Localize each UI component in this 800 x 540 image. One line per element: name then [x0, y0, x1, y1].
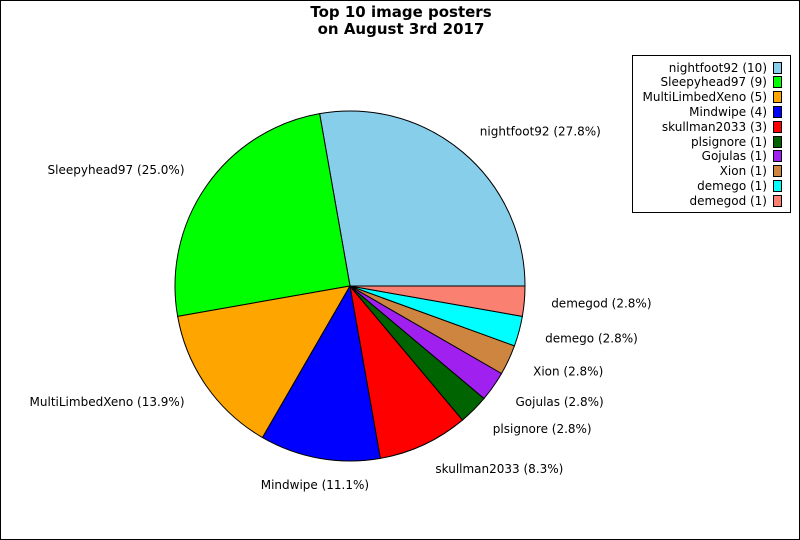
legend-entry-skullman2033: skullman2033 (3) — [662, 119, 782, 134]
slice-label-Sleepyhead97: Sleepyhead97 (25.0%) — [48, 163, 185, 177]
legend-label: MultiLimbedXeno (5) — [642, 90, 767, 105]
legend-entry-demegod: demegod (1) — [690, 193, 782, 208]
legend-entry-Mindwipe: Mindwipe (4) — [689, 104, 782, 119]
legend-label: Gojulas (1) — [701, 149, 767, 164]
legend-swatch — [773, 179, 782, 192]
pie-slice-skullman2033 — [349, 284, 464, 459]
legend-entry-Xion: Xion (1) — [720, 164, 782, 179]
pie-slice-demegod — [349, 285, 526, 317]
pie-slice-Sleepyhead97 — [174, 113, 351, 317]
legend-entry-MultiLimbedXeno: MultiLimbedXeno (5) — [643, 90, 782, 105]
legend-label: nightfoot92 (10) — [668, 60, 767, 75]
legend-swatch — [773, 76, 782, 89]
legend-swatch — [773, 120, 782, 133]
slice-label-Gojulas: Gojulas (2.8%) — [516, 395, 604, 409]
legend-swatch — [773, 61, 782, 74]
chart-title: Top 10 image posters on August 3rd 2017 — [1, 4, 800, 38]
legend-entry-nightfoot92: nightfoot92 (10) — [669, 60, 782, 75]
legend-swatch — [773, 135, 782, 148]
legend-swatch — [773, 91, 782, 104]
legend-entry-Gojulas: Gojulas (1) — [702, 149, 782, 164]
legend-swatch — [773, 165, 782, 178]
legend-entry-demego: demego (1) — [697, 178, 782, 193]
pie-slice-MultiLimbedXeno — [177, 285, 351, 439]
legend-label: plsignore (1) — [691, 134, 767, 149]
legend-entry-plsignore: plsignore (1) — [691, 134, 782, 149]
slice-label-plsignore: plsignore (2.8%) — [493, 422, 592, 436]
legend-label: Sleepyhead97 (9) — [660, 75, 767, 90]
legend-label: Xion (1) — [719, 164, 767, 179]
pie-slice-Mindwipe — [261, 284, 381, 462]
slice-label-nightfoot92: nightfoot92 (27.8%) — [480, 124, 601, 138]
slice-label-Xion: Xion (2.8%) — [533, 364, 603, 378]
legend-entry-Sleepyhead97: Sleepyhead97 (9) — [661, 75, 782, 90]
legend-label: Mindwipe (4) — [689, 104, 767, 119]
legend-label: skullman2033 (3) — [661, 119, 767, 134]
legend-label: demegod (1) — [689, 193, 767, 208]
slice-label-Mindwipe: Mindwipe (11.1%) — [261, 478, 369, 492]
legend: nightfoot92 (10) Sleepyhead97 (9) MultiLim… — [632, 55, 791, 213]
legend-swatch — [773, 150, 782, 163]
legend-swatch — [773, 105, 782, 118]
chart-title-line-1: Top 10 image posters — [310, 3, 492, 21]
legend-label: demego (1) — [697, 178, 767, 193]
slice-label-MultiLimbedXeno: MultiLimbedXeno (13.9%) — [30, 395, 185, 409]
slice-label-demegod: demegod (2.8%) — [551, 297, 651, 311]
legend-swatch — [773, 194, 782, 207]
slice-label-skullman2033: skullman2033 (8.3%) — [435, 462, 563, 476]
slice-label-demego: demego (2.8%) — [545, 331, 638, 345]
pie-slice-nightfoot92 — [319, 110, 526, 287]
chart-title-line-2: on August 3rd 2017 — [317, 20, 485, 38]
